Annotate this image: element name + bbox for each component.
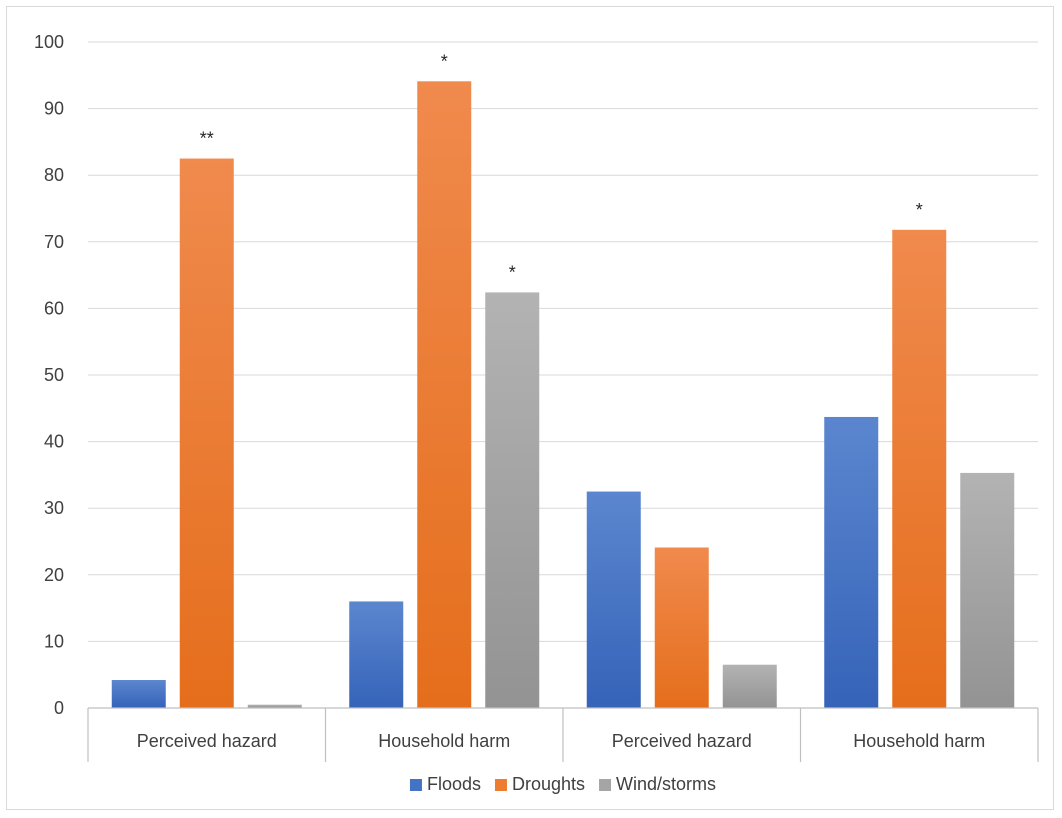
- y-tick-label: 90: [44, 99, 64, 119]
- x-category-label: Household harm: [378, 731, 510, 751]
- x-category-label: Perceived hazard: [612, 731, 752, 751]
- bar-wind-storms-3: [960, 472, 1015, 708]
- bar-wind-storms-2: [722, 664, 777, 708]
- bar-droughts-1: [417, 81, 472, 708]
- x-axis: [87, 707, 1039, 762]
- legend-swatch: [409, 779, 422, 791]
- legend-label: Droughts: [512, 774, 585, 794]
- legend-label: Wind/storms: [616, 774, 716, 794]
- significance-marker: *: [441, 51, 448, 71]
- significance-marker: *: [916, 200, 923, 220]
- x-category-label: Perceived hazard: [137, 731, 277, 751]
- y-tick-label: 0: [54, 698, 64, 718]
- bars: [111, 81, 1015, 709]
- bar-droughts-3: [892, 229, 947, 708]
- significance-annotations: *****: [200, 51, 923, 282]
- legend-label: Floods: [427, 774, 481, 794]
- x-category-label: Household harm: [853, 731, 985, 751]
- y-tick-label: 40: [44, 432, 64, 452]
- y-tick-label: 30: [44, 498, 64, 518]
- bar-droughts-2: [654, 547, 709, 708]
- legend-swatch: [599, 779, 612, 791]
- y-tick-label: 60: [44, 298, 64, 318]
- bar-droughts-0: [179, 158, 234, 709]
- legend-item-floods: Floods: [409, 774, 481, 794]
- y-tick-label: 10: [44, 631, 64, 651]
- bar-floods-3: [824, 416, 879, 708]
- y-tick-label: 80: [44, 165, 64, 185]
- legend: Floods Droughts Wind/storms: [409, 774, 716, 794]
- legend-swatch: [494, 779, 507, 791]
- legend-item-wind-storms: Wind/storms: [599, 774, 716, 794]
- legend-item-droughts: Droughts: [494, 774, 585, 794]
- bar-wind-storms-0: [247, 704, 302, 708]
- y-tick-label: 100: [34, 32, 64, 52]
- significance-marker: *: [509, 262, 516, 282]
- bar-floods-1: [349, 601, 404, 708]
- bar-floods-2: [586, 491, 641, 708]
- gridlines: [88, 41, 1038, 642]
- bar-wind-storms-1: [485, 292, 540, 708]
- y-axis-tick-labels: 0 10 20 30 40 50 60 70 80 90 100: [34, 32, 64, 718]
- y-tick-label: 70: [44, 232, 64, 252]
- significance-marker: **: [200, 129, 214, 149]
- bar-floods-0: [111, 680, 166, 708]
- y-tick-label: 50: [44, 365, 64, 385]
- y-tick-label: 20: [44, 565, 64, 585]
- x-axis-category-labels: Perceived hazard Household harm Perceived …: [137, 731, 986, 751]
